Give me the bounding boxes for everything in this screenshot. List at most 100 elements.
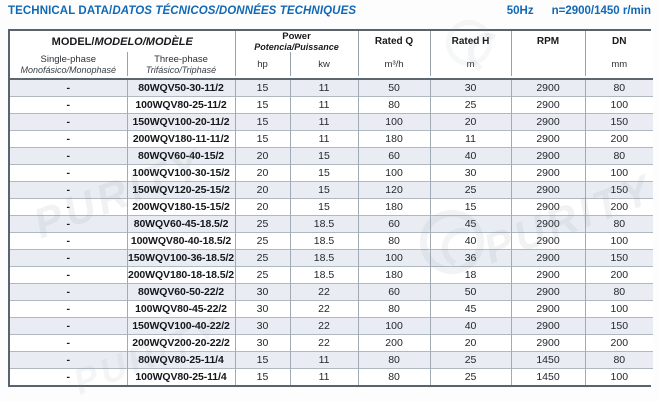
table-row: -100WQV80-25-11/4 15 11 80 25 1450 100	[10, 367, 654, 385]
table-row: -80WQV60-50-22/2 30 22 60 50 2900 80	[10, 282, 654, 300]
cell-rated-h: 30	[429, 78, 512, 96]
table-row: -80WQV60-40-15/2 20 15 60 40 2900 80	[10, 146, 654, 164]
header-rated-h: Rated H	[429, 31, 512, 52]
cell-rated-h: 25	[429, 95, 512, 113]
cell-single-phase: -	[10, 265, 127, 283]
cell-kw: 22	[289, 299, 359, 317]
cell-single-phase: -	[10, 163, 127, 181]
cell-kw: 18.5	[289, 248, 359, 266]
cell-three-phase: 150WQV100-36-18.5/2	[126, 248, 236, 266]
cell-rpm: 2900	[510, 316, 586, 334]
cell-rated-q: 80	[357, 231, 431, 249]
cell-rated-q: 100	[357, 112, 431, 130]
cell-rated-q: 100	[357, 316, 431, 334]
cell-single-phase: -	[10, 333, 127, 351]
cell-single-phase: -	[10, 197, 127, 215]
cell-rpm: 2900	[510, 265, 586, 283]
cell-rated-q: 180	[357, 265, 431, 283]
cell-hp: 30	[234, 333, 291, 351]
table-body: -80WQV50-30-11/2 15 11 50 30 2900 80-100WQV80-…	[10, 78, 654, 385]
cell-single-phase: -	[10, 214, 127, 232]
cell-three-phase: 150WQV100-20-11/2	[126, 112, 236, 130]
cell-three-phase: 200WQV180-11-11/2	[126, 129, 236, 147]
cell-rated-h: 25	[429, 367, 512, 385]
cell-three-phase: 80WQV60-40-15/2	[126, 146, 236, 164]
header-spacer	[10, 76, 654, 79]
cell-dn: 200	[584, 129, 654, 147]
pump-spec-table: MODEL/MODELO/MODÈLE Power Potencia/Puiss…	[10, 31, 654, 385]
cell-rated-h: 20	[429, 112, 512, 130]
cell-rpm: 1450	[510, 367, 586, 385]
cell-dn: 100	[584, 299, 654, 317]
table-row: -200WQV200-20-22/2 30 22 200 20 2900 200	[10, 333, 654, 351]
cell-rpm: 2900	[510, 78, 586, 96]
cell-rated-q: 100	[357, 248, 431, 266]
table-header: MODEL/MODELO/MODÈLE Power Potencia/Puiss…	[10, 31, 654, 79]
header-power: Power Potencia/Puissance	[234, 31, 359, 52]
cell-kw: 15	[289, 146, 359, 164]
cell-kw: 11	[289, 129, 359, 147]
cell-three-phase: 80WQV60-45-18.5/2	[126, 214, 236, 232]
cell-rated-q: 50	[357, 78, 431, 96]
table-row: -100WQV80-45-22/2 30 22 80 45 2900 100	[10, 299, 654, 317]
cell-kw: 18.5	[289, 265, 359, 283]
header-model-sub: MODELO/MODÈLE	[94, 35, 193, 48]
cell-rated-q: 180	[357, 197, 431, 215]
cell-rated-h: 40	[429, 316, 512, 334]
cell-single-phase: -	[10, 350, 127, 368]
cell-kw: 22	[289, 282, 359, 300]
table-row: -150WQV120-25-15/2 20 15 120 25 2900 150	[10, 180, 654, 198]
cell-single-phase: -	[10, 129, 127, 147]
cell-hp: 20	[234, 163, 291, 181]
cell-rated-h: 40	[429, 146, 512, 164]
table-row: -100WQV80-25-11/2 15 11 80 25 2900 100	[10, 95, 654, 113]
table-row: -200WQV180-18-18.5/2 25 18.5 180 18 2900 200	[10, 265, 654, 283]
header-model-main: MODEL/	[51, 35, 95, 48]
cell-rpm: 2900	[510, 248, 586, 266]
cell-hp: 20	[234, 197, 291, 215]
cell-hp: 15	[234, 350, 291, 368]
page-title: TECHNICAL DATA/DATOS TÉCNICOS/DONNÉES TE…	[8, 5, 356, 17]
cell-rpm: 2900	[510, 180, 586, 198]
cell-rated-h: 45	[429, 214, 512, 232]
cell-rated-q: 60	[357, 282, 431, 300]
cell-rated-q: 80	[357, 350, 431, 368]
header-kw-unit: kw	[289, 52, 359, 76]
cell-rated-h: 25	[429, 180, 512, 198]
table-row: -80WQV50-30-11/2 15 11 50 30 2900 80	[10, 78, 654, 96]
header-three-phase: Three-phase Trifásico/Triphasé	[126, 52, 236, 76]
cell-hp: 25	[234, 214, 291, 232]
cell-three-phase: 200WQV180-15-15/2	[126, 197, 236, 215]
cell-kw: 15	[289, 197, 359, 215]
cell-kw: 18.5	[289, 231, 359, 249]
cell-rpm: 2900	[510, 231, 586, 249]
cell-single-phase: -	[10, 146, 127, 164]
cell-three-phase: 100WQV80-25-11/4	[126, 367, 236, 385]
cell-three-phase: 80WQV80-25-11/4	[126, 350, 236, 368]
cell-three-phase: 200WQV180-18-18.5/2	[126, 265, 236, 283]
cell-single-phase: -	[10, 231, 127, 249]
frequency-label: 50Hz	[506, 5, 534, 17]
header-rated-h-unit: m	[429, 52, 512, 76]
cell-kw: 11	[289, 95, 359, 113]
table-row: -200WQV180-15-15/2 20 15 180 15 2900 200	[10, 197, 654, 215]
header-rpm: RPM	[510, 31, 586, 52]
header-rated-q-unit: m³/h	[357, 52, 431, 76]
cell-hp: 15	[234, 95, 291, 113]
cell-rpm: 2900	[510, 333, 586, 351]
header-dn-unit: mm	[584, 52, 654, 76]
header-rated-q: Rated Q	[357, 31, 431, 52]
cell-single-phase: -	[10, 248, 127, 266]
cell-rated-h: 18	[429, 265, 512, 283]
cell-rated-q: 80	[357, 367, 431, 385]
cell-rated-h: 11	[429, 129, 512, 147]
cell-rated-q: 100	[357, 163, 431, 181]
table-row: -80WQV80-25-11/4 15 11 80 25 1450 80	[10, 350, 654, 368]
cell-dn: 80	[584, 350, 654, 368]
cell-rpm: 2900	[510, 95, 586, 113]
page-title-sub: DATOS TÉCNICOS/DONNÉES TECHNIQUES	[112, 5, 357, 17]
cell-rated-h: 15	[429, 197, 512, 215]
cell-hp: 15	[234, 129, 291, 147]
cell-dn: 100	[584, 95, 654, 113]
header-single-phase-en: Single-phase	[40, 53, 96, 65]
